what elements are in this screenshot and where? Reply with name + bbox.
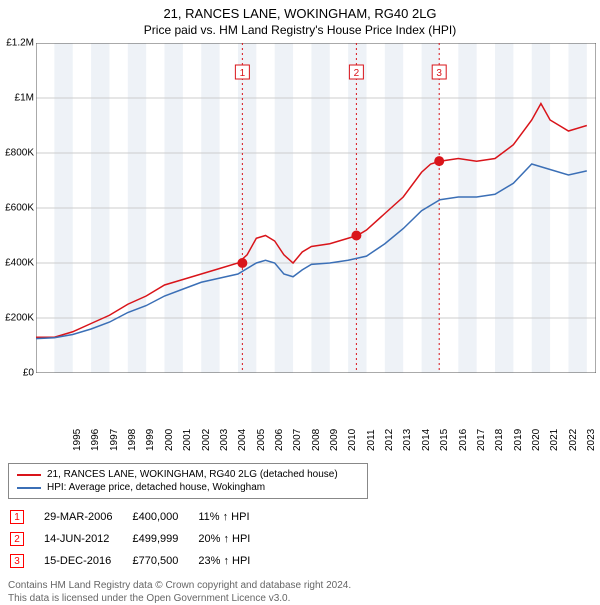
chart-title: 21, RANCES LANE, WOKINGHAM, RG40 2LG (0, 0, 600, 21)
x-tick-label: 1997 (109, 429, 120, 451)
x-tick-label: 2001 (182, 429, 193, 451)
svg-text:1: 1 (240, 68, 246, 79)
x-tick-label: 2002 (201, 429, 212, 451)
x-axis: 1995 1996 1997 1998 1999 2000 2001 2002 2003 2004… (72, 415, 600, 457)
y-tick-label: £800K (5, 148, 34, 159)
sale-delta: 11% ↑ HPI (198, 507, 268, 527)
footer-line-2: This data is licensed under the Open Gov… (8, 592, 600, 605)
y-tick-label: £200K (5, 313, 34, 324)
footer: Contains HM Land Registry data © Crown c… (8, 579, 600, 605)
x-tick-label: 1995 (72, 429, 83, 451)
x-tick-label: 1996 (90, 429, 101, 451)
y-tick-label: £600K (5, 203, 34, 214)
sale-price: £499,999 (132, 529, 196, 549)
x-tick-label: 2017 (476, 429, 487, 451)
x-tick-label: 2022 (568, 429, 579, 451)
sale-price: £400,000 (132, 507, 196, 527)
svg-text:3: 3 (436, 68, 442, 79)
y-tick-label: £1M (15, 93, 34, 104)
x-tick-label: 2023 (586, 429, 597, 451)
legend-label: HPI: Average price, detached house, Woki… (47, 482, 265, 493)
x-tick-label: 2018 (494, 429, 505, 451)
table-row: 1 29-MAR-2006£400,00011% ↑ HPI (10, 507, 268, 527)
line-chart: 1 2 3 (36, 43, 596, 373)
x-tick-label: 2021 (549, 429, 560, 451)
legend-swatch (17, 487, 41, 489)
legend-item: 21, RANCES LANE, WOKINGHAM, RG40 2LG (de… (17, 468, 359, 481)
x-tick-label: 2020 (531, 429, 542, 451)
x-tick-label: 2008 (311, 429, 322, 451)
x-tick-label: 2004 (237, 429, 248, 451)
x-tick-label: 1999 (145, 429, 156, 451)
y-tick-label: £0 (23, 368, 34, 379)
sale-date: 15-DEC-2016 (44, 551, 130, 571)
chart-subtitle: Price paid vs. HM Land Registry's House … (0, 21, 600, 43)
x-tick-label: 2005 (256, 429, 267, 451)
sale-marker-box: 3 (10, 554, 24, 568)
sale-delta: 20% ↑ HPI (198, 529, 268, 549)
y-axis: £0£200K£400K£600K£800K£1M£1.2M (0, 43, 36, 373)
y-tick-label: £1.2M (6, 38, 34, 49)
table-row: 3 15-DEC-2016£770,50023% ↑ HPI (10, 551, 268, 571)
x-tick-label: 2003 (219, 429, 230, 451)
sale-marker-box: 1 (10, 510, 24, 524)
x-tick-label: 2009 (329, 429, 340, 451)
x-tick-label: 2011 (366, 429, 377, 451)
x-tick-label: 2006 (274, 429, 285, 451)
x-tick-label: 2014 (421, 429, 432, 451)
chart-area: £0£200K£400K£600K£800K£1M£1.2M 123 (36, 43, 596, 373)
x-tick-label: 2016 (458, 429, 469, 451)
x-tick-label: 1998 (127, 429, 138, 451)
sale-date: 14-JUN-2012 (44, 529, 130, 549)
x-tick-label: 2019 (513, 429, 524, 451)
sale-marker-box: 2 (10, 532, 24, 546)
svg-text:2: 2 (354, 68, 360, 79)
x-tick-label: 2015 (439, 429, 450, 451)
table-row: 2 14-JUN-2012£499,99920% ↑ HPI (10, 529, 268, 549)
x-tick-label: 2007 (292, 429, 303, 451)
footer-line-1: Contains HM Land Registry data © Crown c… (8, 579, 600, 592)
sale-price: £770,500 (132, 551, 196, 571)
legend-item: HPI: Average price, detached house, Woki… (17, 481, 359, 494)
legend-label: 21, RANCES LANE, WOKINGHAM, RG40 2LG (de… (47, 469, 338, 480)
y-tick-label: £400K (5, 258, 34, 269)
legend-swatch (17, 474, 41, 476)
x-tick-label: 2012 (384, 429, 395, 451)
x-tick-label: 2010 (347, 429, 358, 451)
x-tick-label: 2013 (402, 429, 413, 451)
legend: 21, RANCES LANE, WOKINGHAM, RG40 2LG (de… (8, 463, 368, 499)
sale-date: 29-MAR-2006 (44, 507, 130, 527)
sale-delta: 23% ↑ HPI (198, 551, 268, 571)
sales-table: 1 29-MAR-2006£400,00011% ↑ HPI 2 14-JUN-201… (8, 505, 270, 573)
x-tick-label: 2000 (164, 429, 175, 451)
